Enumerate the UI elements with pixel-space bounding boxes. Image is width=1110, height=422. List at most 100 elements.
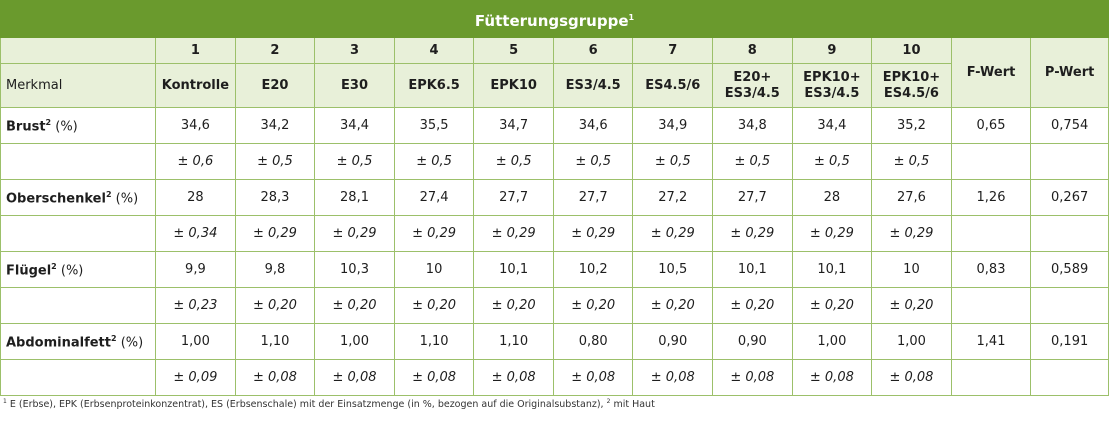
empty-p-cell	[1030, 143, 1109, 180]
sd-value-cell: ± 0,09	[155, 359, 236, 396]
row-label-unit: (%)	[111, 191, 139, 207]
group-name-cell: E20	[234, 63, 316, 108]
p-wert-cell: 0,267	[1030, 179, 1109, 216]
f-wert-cell: 1,41	[950, 323, 1032, 360]
f-wert-cell: 1,26	[950, 179, 1032, 216]
sd-value-cell: ± 0,5	[473, 143, 554, 180]
row-label-footnote-marker: 2	[105, 190, 112, 200]
group-name-cell: EPK10+ ES3/4.5	[791, 63, 873, 108]
empty-p-cell	[1030, 287, 1109, 324]
row-label-footnote-marker: 2	[111, 334, 117, 344]
sd-value-cell: ± 0,20	[393, 287, 475, 324]
row-label: Flügel2 (%)	[0, 251, 157, 288]
mean-value-cell: 34,9	[632, 107, 714, 144]
mean-value-cell: 35,5	[393, 107, 475, 144]
mean-value-cell: 10,1	[473, 251, 554, 288]
mean-value-cell: 28,3	[234, 179, 316, 216]
table-row: ± 0,23 ± 0,20 ± 0,20 ± 0,20 ± 0,20 ± 0,20 ± 0,…	[0, 287, 1109, 324]
mean-value-cell: 34,6	[155, 107, 236, 144]
sd-value-cell: ± 0,34	[155, 215, 236, 252]
sd-value-cell: ± 0,5	[791, 143, 873, 180]
mean-value-cell: 34,4	[314, 107, 395, 144]
sd-value-cell: ± 0,5	[871, 143, 952, 180]
mean-value-cell: 0,90	[632, 323, 714, 360]
mean-value-cell: 34,7	[473, 107, 554, 144]
mean-value-cell: 1,10	[473, 323, 554, 360]
mean-value-cell: 1,00	[314, 323, 395, 360]
group-number-row: 1 2 3 4 5 6 7 8 9 10 F-Wert P-Wert	[0, 37, 1109, 108]
sd-value-cell: ± 0,08	[314, 359, 395, 396]
mean-value-cell: 9,8	[234, 251, 316, 288]
mean-value-cell: 10,5	[632, 251, 714, 288]
footnote-text-2: mit Haut	[610, 399, 655, 411]
table-row: Brust2 (%) 34,6 34,2 34,4 35,5 34,7 34,6 34,9 34…	[0, 107, 1109, 144]
group-number-cell: 10	[871, 37, 952, 64]
row-label-text: Abdominalfett	[6, 335, 111, 351]
row-label-unit: (%)	[56, 263, 84, 279]
row-label-footnote-marker: 2	[45, 118, 52, 128]
group-name-cell: EPK10	[473, 63, 554, 108]
table-row: ± 0,09 ± 0,08 ± 0,08 ± 0,08 ± 0,08 ± 0,08 ± 0,…	[0, 359, 1109, 396]
mean-value-cell: 34,8	[712, 107, 793, 144]
table-title-row: Fütterungsgruppe1	[0, 0, 1109, 38]
sd-value-cell: ± 0,08	[712, 359, 793, 396]
mean-value-cell: 27,7	[552, 179, 634, 216]
row-label-unit: (%)	[51, 119, 78, 135]
group-number-cell: 5	[473, 37, 554, 64]
mean-value-cell: 10,1	[791, 251, 873, 288]
mean-value-cell: 28	[155, 179, 236, 216]
mean-value-cell: 34,2	[234, 107, 316, 144]
p-wert-header: P-Wert	[1030, 37, 1109, 108]
table-row: ± 0,6 ± 0,5 ± 0,5 ± 0,5 ± 0,5 ± 0,5 ± 0,5 ± 0,5…	[0, 143, 1109, 180]
mean-value-cell: 27,6	[871, 179, 952, 216]
group-number-cell: 9	[791, 37, 873, 64]
mean-value-cell: 27,7	[473, 179, 554, 216]
mean-value-cell: 1,10	[234, 323, 316, 360]
mean-value-cell: 35,2	[871, 107, 952, 144]
results-table: Fütterungsgruppe1 1 2 3 4 5 6 7 8 9 10 F-Wert P-Wer…	[0, 0, 1109, 396]
group-name-cell: E30	[314, 63, 395, 108]
sd-value-cell: ± 0,20	[632, 287, 714, 324]
row-label: Oberschenkel2 (%)	[0, 179, 157, 216]
sd-value-cell: ± 0,20	[314, 287, 395, 324]
results-table-container: Fütterungsgruppe1 1 2 3 4 5 6 7 8 9 10 F-Wert P-Wer…	[0, 0, 1109, 410]
sd-value-cell: ± 0,29	[314, 215, 395, 252]
row-label-text: Oberschenkel	[6, 191, 106, 207]
mean-value-cell: 10	[393, 251, 475, 288]
sd-value-cell: ± 0,08	[632, 359, 714, 396]
group-number-cell: 8	[712, 37, 793, 64]
sd-value-cell: ± 0,20	[871, 287, 952, 324]
p-wert-cell: 0,191	[1030, 323, 1109, 360]
footnote-marker-2: 2	[606, 398, 611, 405]
sd-value-cell: ± 0,20	[234, 287, 316, 324]
mean-value-cell: 0,90	[712, 323, 793, 360]
sd-value-cell: ± 0,20	[791, 287, 873, 324]
group-name-cell: ES4.5/6	[632, 63, 714, 108]
sd-value-cell: ± 0,29	[473, 215, 554, 252]
empty-f-cell	[950, 287, 1032, 324]
group-name-cell: E20+ ES3/4.5	[712, 63, 793, 108]
empty-p-cell	[1030, 215, 1109, 252]
sd-value-cell: ± 0,08	[234, 359, 316, 396]
mean-value-cell: 34,4	[791, 107, 873, 144]
empty-f-cell	[950, 215, 1032, 252]
title-footnote-marker: 1	[628, 12, 635, 22]
sd-value-cell: ± 0,23	[155, 287, 236, 324]
table-row: Abdominalfett2 (%) 1,00 1,10 1,00 1,10 1,10 0,…	[0, 323, 1109, 360]
sd-value-cell: ± 0,5	[712, 143, 793, 180]
row-label: Brust2 (%)	[0, 107, 157, 144]
mean-value-cell: 1,00	[871, 323, 952, 360]
mean-value-cell: 0,80	[552, 323, 634, 360]
sd-value-cell: ± 0,08	[473, 359, 554, 396]
sd-value-cell: ± 0,29	[871, 215, 952, 252]
mean-value-cell: 1,00	[791, 323, 873, 360]
row-label-footnote-marker: 2	[51, 262, 57, 272]
mean-value-cell: 9,9	[155, 251, 236, 288]
group-number-cell: 3	[314, 37, 395, 64]
row-label-text: Flügel	[6, 263, 52, 279]
group-number-cell: 6	[552, 37, 634, 64]
empty-label-cell	[0, 143, 157, 180]
mean-value-cell: 28	[791, 179, 873, 216]
table-row: ± 0,34 ± 0,29 ± 0,29 ± 0,29 ± 0,29 ± 0,29 ± 0,…	[0, 215, 1109, 252]
mean-value-cell: 27,4	[393, 179, 475, 216]
